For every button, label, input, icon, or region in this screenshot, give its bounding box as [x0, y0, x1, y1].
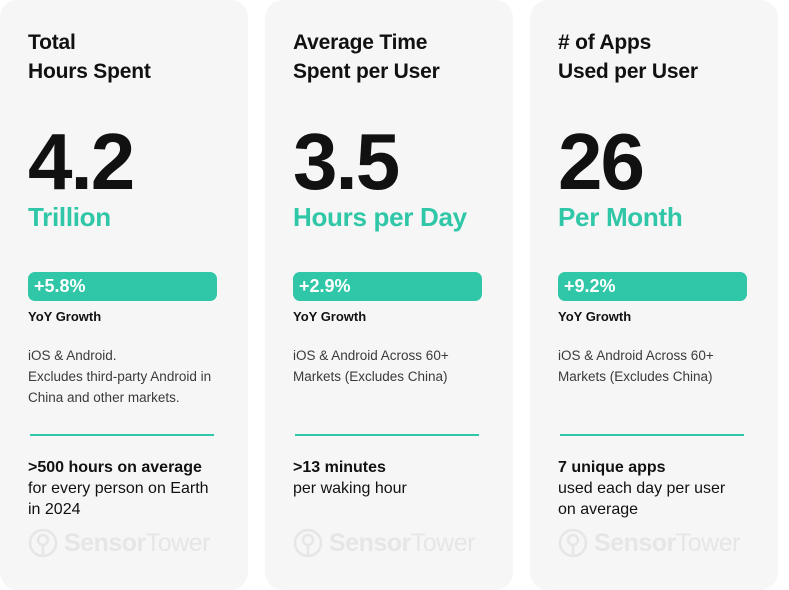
fact-text: 7 unique apps used each day per user on … — [558, 457, 768, 520]
card-title: Total Hours Spent — [28, 28, 238, 86]
growth-label: YoY Growth — [558, 309, 632, 324]
fact-line: in 2024 — [28, 501, 81, 518]
note-line: China and other markets. — [28, 390, 180, 405]
source-note: iOS & Android Across 60+ Markets (Exclud… — [293, 345, 498, 409]
growth-badge: +9.2% — [558, 272, 747, 301]
fact-highlight: 7 unique apps — [558, 459, 666, 476]
title-line: # of Apps — [558, 31, 652, 54]
title-line: Used per User — [558, 60, 698, 83]
divider — [295, 434, 479, 436]
title-line: Average Time — [293, 31, 428, 54]
source-note: iOS & Android Across 60+ Markets (Exclud… — [558, 345, 763, 409]
fact-text: >13 minutes per waking hour — [293, 457, 503, 499]
stat-card-total-hours: Total Hours Spent 4.2 Trillion +5.8% YoY… — [0, 0, 248, 590]
stat-value: 3.5 — [293, 117, 400, 206]
title-line: Hours Spent — [28, 60, 151, 83]
note-line: iOS & Android Across 60+ — [293, 348, 449, 363]
stat-unit: Per Month — [558, 202, 683, 232]
growth-label: YoY Growth — [293, 309, 367, 324]
fact-line: on average — [558, 501, 639, 518]
watermark-word: Sensor — [64, 528, 146, 557]
stat-unit: Hours per Day — [293, 202, 467, 232]
watermark-word: Tower — [410, 528, 476, 557]
sensor-tower-logo-icon — [293, 528, 323, 558]
source-note: iOS & Android. Excludes third-party Andr… — [28, 345, 233, 409]
divider — [560, 434, 744, 436]
watermark-word: Sensor — [594, 528, 676, 557]
sensor-tower-watermark: SensorTower — [293, 528, 475, 558]
note-line: iOS & Android Across 60+ — [558, 348, 714, 363]
growth-badge: +2.9% — [293, 272, 482, 301]
title-line: Spent per User — [293, 60, 440, 83]
watermark-word: Tower — [145, 528, 211, 557]
stat-value: 4.2 — [28, 117, 135, 206]
note-line: iOS & Android. — [28, 348, 117, 363]
fact-highlight: >500 hours on average — [28, 459, 202, 476]
stat-card-apps-used: # of Apps Used per User 26 Per Month +9.… — [530, 0, 778, 590]
stat-card-avg-time: Average Time Spent per User 3.5 Hours pe… — [265, 0, 513, 590]
growth-label: YoY Growth — [28, 309, 102, 324]
stat-value: 26 — [558, 117, 645, 206]
sensor-tower-logo-icon — [28, 528, 58, 558]
note-line: Markets (Excludes China) — [293, 369, 448, 384]
note-line: Markets (Excludes China) — [558, 369, 713, 384]
watermark-word: Tower — [675, 528, 741, 557]
divider — [30, 434, 214, 436]
card-title: Average Time Spent per User — [293, 28, 503, 86]
note-line: Excludes third-party Android in — [28, 369, 212, 384]
growth-badge: +5.8% — [28, 272, 217, 301]
fact-line: for every person on Earth — [28, 480, 209, 497]
title-line: Total — [28, 31, 76, 54]
fact-highlight: >13 minutes — [293, 459, 386, 476]
sensor-tower-watermark: SensorTower — [558, 528, 740, 558]
sensor-tower-watermark: SensorTower — [28, 528, 210, 558]
sensor-tower-logo-icon — [558, 528, 588, 558]
card-title: # of Apps Used per User — [558, 28, 768, 86]
fact-line: per waking hour — [293, 480, 407, 497]
stat-unit: Trillion — [28, 202, 111, 232]
fact-text: >500 hours on average for every person o… — [28, 457, 238, 520]
fact-line: used each day per user — [558, 480, 726, 497]
watermark-word: Sensor — [329, 528, 411, 557]
